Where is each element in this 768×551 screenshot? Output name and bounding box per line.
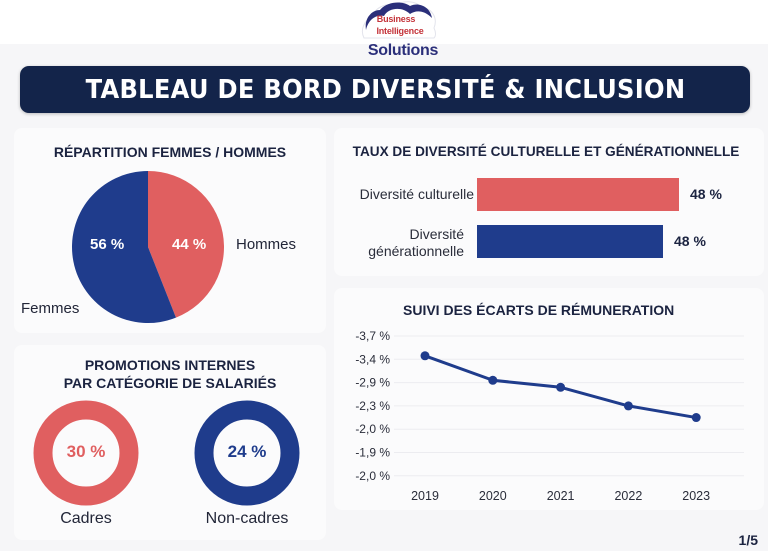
bar-label-generational: Diversité générationnelle: [334, 226, 464, 260]
y-tick-label: -3,4 %: [355, 352, 390, 366]
bar-label-cultural-text: Diversité culturelle: [359, 186, 474, 202]
data-point: [488, 375, 498, 385]
promotions-title-line1: PROMOTIONS INTERNES: [84, 357, 256, 373]
internal-promotions-card: PROMOTIONS INTERNES PAR CATÉGORIE DE SAL…: [14, 345, 326, 540]
pie-category-hommes: Hommes: [236, 236, 297, 253]
donut-value-cadres: 30 %: [66, 442, 106, 461]
y-tick-label: -2,0 %: [355, 422, 390, 436]
y-tick-label: -2,9 %: [355, 376, 390, 390]
donut-label-non-cadres: Non-cadres: [205, 510, 289, 527]
x-tick-label: 2020: [479, 489, 507, 503]
donut-label-cadres: Cadres: [60, 510, 112, 527]
bar-value-cultural: 48 %: [690, 186, 722, 202]
promotions-donuts: [33, 400, 300, 506]
pay-gap-card: SUIVI DES ÉCARTS DE RÉMUNERATION -3,7 % -…: [334, 288, 764, 510]
pie-slice-hommes: [148, 171, 224, 318]
bar-generational-diversity: [477, 225, 663, 258]
data-point: [556, 382, 566, 392]
pie-label-femmes-value: 56 %: [90, 236, 125, 253]
bar-value-generational: 48 %: [674, 233, 706, 249]
logo-text-business: Business: [376, 14, 416, 24]
donut-ring-cadres: [33, 400, 139, 506]
bar-label-generational-line1: Diversité: [409, 226, 464, 242]
y-tick-label: -1,9 %: [355, 446, 390, 460]
y-tick-label: -2,3 %: [355, 399, 390, 413]
diversity-rate-title: TAUX DE DIVERSITÉ CULTURELLE ET GÉNÉRATI…: [352, 144, 740, 159]
y-tick-label: -3,7 %: [355, 329, 390, 343]
diversity-rate-card: TAUX DE DIVERSITÉ CULTURELLE ET GÉNÉRATI…: [334, 128, 764, 276]
data-point: [691, 413, 701, 423]
x-tick-label: 2023: [682, 489, 710, 503]
logo-text-solutions: Solutions: [367, 42, 439, 59]
bar-cultural-diversity: [477, 178, 679, 211]
page-indicator: 1/5: [738, 532, 758, 548]
pay-gap-title: SUIVI DES ÉCARTS DE RÉMUNERATION: [403, 302, 675, 318]
promotions-title-line2: PAR CATÉGORIE DE SALARIÉS: [63, 375, 277, 391]
company-logo: Business Intelligence Solutions: [358, 0, 438, 62]
pie-label-hommes-value: 44 %: [172, 236, 207, 253]
donut-value-non-cadres: 24 %: [227, 442, 267, 461]
page-title: TABLEAU DE BORD DIVERSITÉ & INCLUSION: [85, 74, 685, 105]
pay-gap-line-chart: -3,7 % -3,4 % -2,9 % -2,3 % -2,0 % -1,9 % -2,0…: [355, 329, 744, 503]
donut-ring-non-cadres: [194, 400, 300, 506]
bar-label-generational-line2: générationnelle: [368, 243, 464, 259]
x-tick-label: 2021: [547, 489, 575, 503]
bar-label-cultural: Diversité culturelle: [334, 186, 474, 203]
dashboard-header: TABLEAU DE BORD DIVERSITÉ & INCLUSION: [20, 66, 750, 113]
gender-pie-chart: [71, 171, 224, 323]
gender-split-title: RÉPARTITION FEMMES / HOMMES: [53, 144, 287, 160]
pie-slice-femmes: [71, 171, 176, 323]
gender-split-card: RÉPARTITION FEMMES / HOMMES 56 % 44 % Ho…: [14, 128, 326, 333]
data-point: [623, 401, 633, 411]
y-tick-label: -2,0 %: [355, 469, 390, 483]
x-tick-label: 2019: [411, 489, 439, 503]
cloud-logo-icon: [361, 1, 436, 39]
logo-text-intelligence: Intelligence: [376, 26, 424, 36]
pie-category-femmes: Femmes: [21, 300, 80, 317]
x-tick-label: 2022: [614, 489, 642, 503]
data-point: [420, 351, 430, 361]
